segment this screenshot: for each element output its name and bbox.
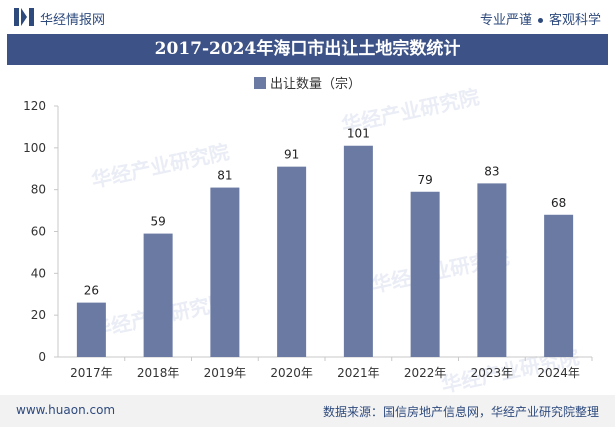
legend-swatch bbox=[253, 77, 266, 89]
bar bbox=[143, 233, 173, 357]
bar-value-label: 59 bbox=[150, 215, 165, 229]
y-tick-label: 0 bbox=[38, 350, 46, 364]
slogan-right: 客观科学 bbox=[548, 13, 601, 28]
bar bbox=[343, 145, 373, 357]
bar-chart: 0 20 40 60 80 100 120 26 2017年 59 2018年 81 2019年 91 20… bbox=[23, 99, 593, 380]
bar-value-label: 81 bbox=[217, 169, 232, 183]
bar bbox=[477, 183, 507, 357]
bar bbox=[544, 214, 574, 357]
bar bbox=[410, 191, 440, 357]
y-tick-label: 120 bbox=[23, 99, 46, 113]
x-tick-label: 2024年 bbox=[537, 366, 580, 380]
x-tick-label: 2019年 bbox=[204, 366, 247, 380]
bar-value-label: 79 bbox=[417, 173, 432, 187]
x-tick-label: 2023年 bbox=[471, 366, 514, 380]
chart-legend: 出让数量（宗） bbox=[0, 73, 615, 92]
site-name: 华经情报网 bbox=[40, 13, 106, 28]
bar-value-label: 26 bbox=[84, 284, 99, 298]
y-tick-label: 40 bbox=[31, 266, 46, 280]
y-tick-label: 60 bbox=[31, 225, 46, 239]
y-tick-label: 20 bbox=[31, 308, 46, 322]
y-tick-label: 100 bbox=[23, 141, 46, 155]
top-header: 华经情报网 专业严谨 客观科学 bbox=[0, 0, 615, 34]
slogan-left: 专业严谨 bbox=[479, 13, 532, 28]
bar-value-label: 91 bbox=[284, 148, 299, 162]
footer-website: www.huaon.com bbox=[16, 403, 116, 417]
x-tick-label: 2017年 bbox=[70, 366, 113, 380]
bar bbox=[277, 166, 307, 357]
bar-value-label: 83 bbox=[484, 164, 499, 178]
slogan: 专业严谨 客观科学 bbox=[480, 9, 601, 28]
chart-title: 2017-2024年海口市出让土地宗数统计 bbox=[7, 34, 608, 65]
x-tick-label: 2021年 bbox=[337, 366, 380, 380]
bar bbox=[76, 302, 106, 357]
footer-source: 数据来源：国信房地产信息网，华经产业研究院整理 bbox=[322, 405, 599, 419]
bar-value-label: 68 bbox=[551, 196, 566, 210]
legend-label: 出让数量（宗） bbox=[269, 77, 361, 92]
x-tick-label: 2022年 bbox=[404, 366, 447, 380]
bar bbox=[210, 187, 240, 357]
huajing-logo-icon bbox=[14, 8, 34, 26]
footer: www.huaon.com 数据来源：国信房地产信息网，华经产业研究院整理 bbox=[0, 395, 615, 427]
dot-separator-icon bbox=[537, 18, 543, 23]
y-tick-label: 80 bbox=[31, 183, 46, 197]
x-tick-label: 2020年 bbox=[270, 366, 313, 380]
x-tick-label: 2018年 bbox=[137, 366, 180, 380]
bar-value-label: 101 bbox=[347, 127, 370, 141]
